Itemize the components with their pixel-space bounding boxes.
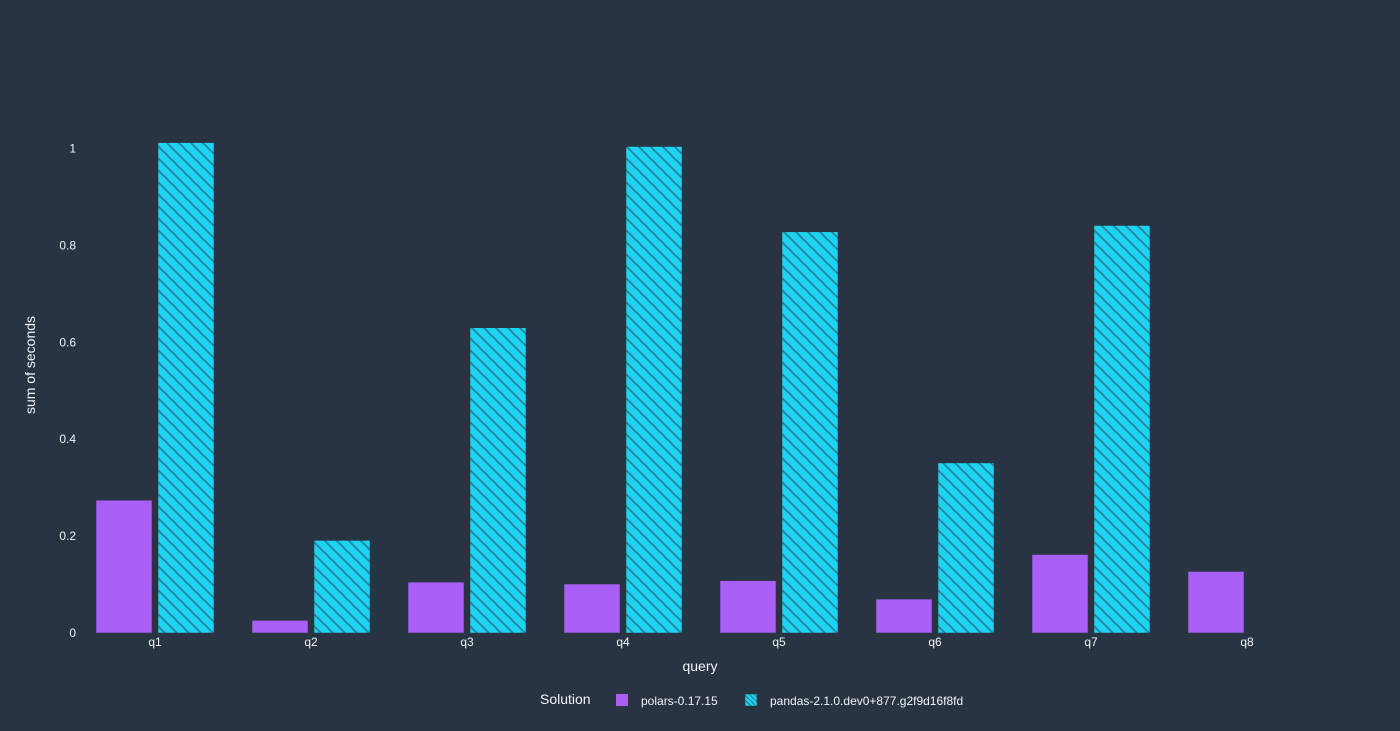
- bar-pandas-q6[interactable]: [937, 462, 995, 634]
- y-tick-label: 0: [69, 626, 76, 640]
- x-tick-label: q1: [148, 635, 162, 649]
- x-tick-label: q3: [460, 635, 474, 649]
- y-tick-label: 0.8: [59, 238, 76, 252]
- bar-polars-q7[interactable]: [1031, 554, 1089, 634]
- y-tick-label: 0.6: [59, 335, 76, 349]
- bar-pandas-q1[interactable]: [157, 142, 215, 634]
- legend-item-pandas[interactable]: pandas-2.1.0.dev0+877.g2f9d16f8fd: [744, 693, 963, 708]
- y-tick-label: 1: [69, 141, 76, 155]
- bar-polars-q3[interactable]: [407, 581, 465, 634]
- bar-pandas-q3[interactable]: [469, 327, 527, 634]
- bars-layer: [95, 142, 1245, 634]
- y-tick-labels: 0 0.2 0.4 0.6 0.8 1: [59, 141, 76, 640]
- x-tick-label: q5: [772, 635, 786, 649]
- bar-polars-q8[interactable]: [1187, 571, 1245, 634]
- x-tick-label: q4: [616, 635, 630, 649]
- y-axis-title: sum of seconds: [22, 316, 38, 414]
- y-tick-label: 0.4: [59, 432, 76, 446]
- x-tick-label: q6: [928, 635, 942, 649]
- legend-label-pandas: pandas-2.1.0.dev0+877.g2f9d16f8fd: [770, 694, 963, 708]
- bar-polars-q4[interactable]: [563, 583, 621, 634]
- x-tick-label: q7: [1084, 635, 1098, 649]
- bar-polars-q1[interactable]: [95, 499, 153, 634]
- bar-polars-q6[interactable]: [875, 598, 933, 634]
- bar-pandas-q5[interactable]: [781, 231, 839, 634]
- x-tick-label: q2: [304, 635, 318, 649]
- legend-title: Solution: [540, 691, 591, 707]
- x-axis-title: query: [682, 658, 717, 674]
- legend-label-polars: polars-0.17.15: [641, 694, 718, 708]
- x-tick-label: q8: [1240, 635, 1254, 649]
- bar-pandas-q2[interactable]: [313, 540, 371, 634]
- bar-pandas-q4[interactable]: [625, 146, 683, 634]
- bar-polars-q5[interactable]: [719, 580, 777, 634]
- legend-swatch-pandas: [744, 693, 758, 707]
- y-tick-label: 0.2: [59, 529, 76, 543]
- x-tick-labels: q1 q2 q3 q4 q5 q6 q7 q8: [148, 635, 1254, 649]
- bar-pandas-q7[interactable]: [1093, 225, 1151, 634]
- legend-swatch-polars: [616, 694, 628, 706]
- legend: Solution polars-0.17.15 pandas-2.1.0.dev…: [540, 691, 963, 708]
- legend-item-polars[interactable]: polars-0.17.15: [616, 694, 718, 708]
- bar-polars-q2[interactable]: [251, 620, 309, 634]
